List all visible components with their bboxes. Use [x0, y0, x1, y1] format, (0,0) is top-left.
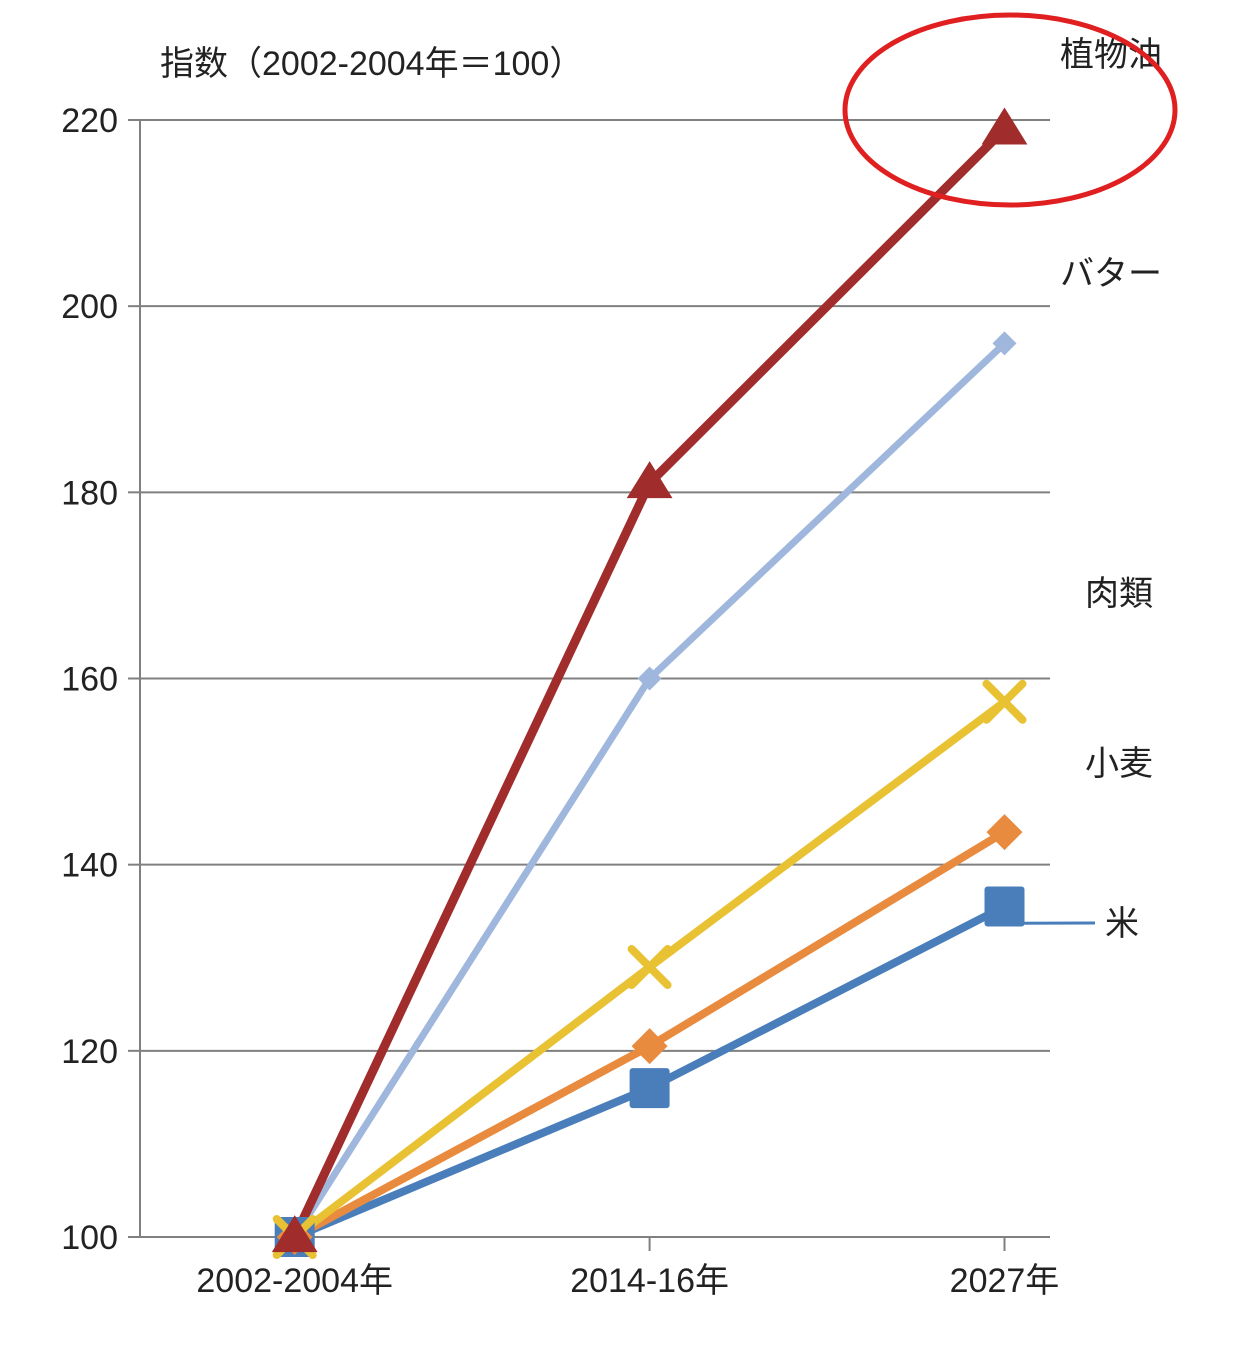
y-tick-label: 100	[61, 1219, 118, 1257]
series-label-バター: バター	[1060, 255, 1162, 293]
series-label-小麦: 小麦	[1085, 745, 1153, 783]
y-tick-label: 140	[61, 847, 118, 885]
y-tick-label: 220	[61, 102, 118, 140]
x-tick-label: 2002-2004年	[196, 1262, 393, 1300]
x-tick-label: 2014-16年	[570, 1262, 729, 1300]
marker-square	[630, 1068, 670, 1108]
y-tick-label: 200	[61, 288, 118, 326]
series-label-米: 米	[1105, 905, 1139, 943]
chart-subtitle: 指数（2002-2004年＝100）	[160, 45, 583, 83]
line-chart: 100 120 140 160 180 200 220 2002-2004年 2014-16年 2…	[0, 0, 1235, 1346]
series-label-肉類: 肉類	[1085, 575, 1153, 613]
x-tick-label: 2027年	[950, 1262, 1060, 1300]
marker-square	[985, 887, 1025, 927]
y-tick-label: 120	[61, 1033, 118, 1071]
y-tick-label: 180	[61, 474, 118, 512]
chart-container: 100 120 140 160 180 200 220 2002-2004年 2014-16年 2…	[0, 0, 1235, 1346]
y-tick-label: 160	[61, 661, 118, 699]
